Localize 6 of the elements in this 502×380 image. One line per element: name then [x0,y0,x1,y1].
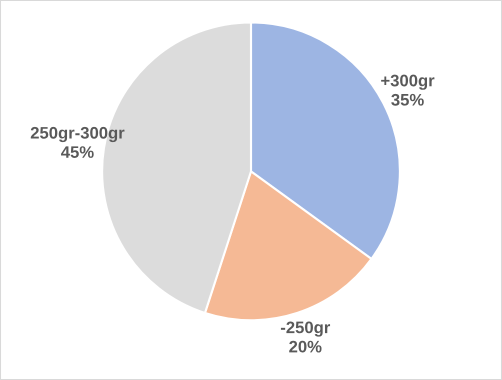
slice-label: -250gr [280,322,330,337]
slice-label: 250gr-300gr [30,126,124,142]
data-label: 45% [61,146,94,158]
slice-label: +300gr [381,74,434,90]
data-label: 20% [289,340,322,353]
data-label: 35% [391,94,424,106]
